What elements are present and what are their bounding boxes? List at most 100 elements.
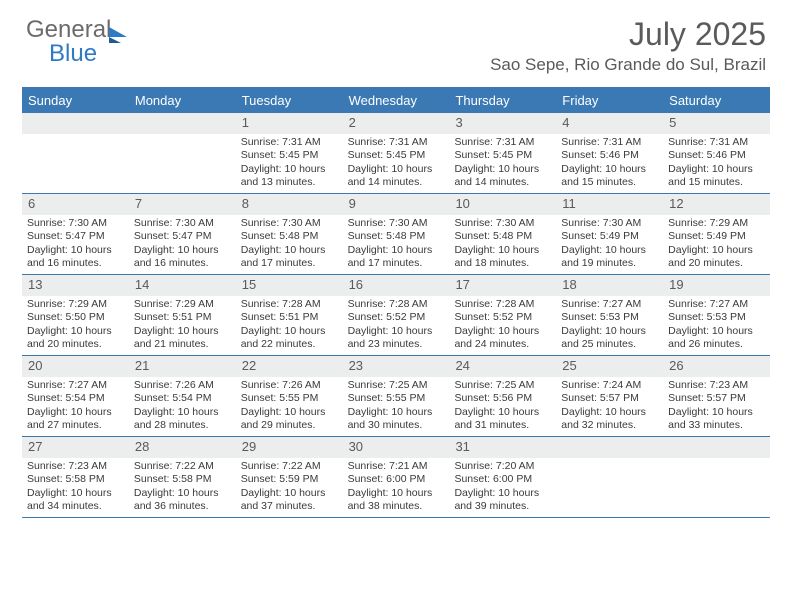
week-row: 6Sunrise: 7:30 AMSunset: 5:47 PMDaylight… [22, 194, 770, 275]
day-details: Sunrise: 7:30 AMSunset: 5:49 PMDaylight:… [556, 215, 663, 274]
sunrise-line: Sunrise: 7:25 AM [454, 379, 551, 392]
day-cell: 18Sunrise: 7:27 AMSunset: 5:53 PMDayligh… [556, 275, 663, 355]
daylight-line: Daylight: 10 hours and 26 minutes. [668, 325, 765, 351]
day-number: 19 [663, 275, 770, 296]
sunrise-line: Sunrise: 7:30 AM [561, 217, 658, 230]
day-details: Sunrise: 7:27 AMSunset: 5:53 PMDaylight:… [556, 296, 663, 355]
sunset-line: Sunset: 5:53 PM [668, 311, 765, 324]
day-details: Sunrise: 7:31 AMSunset: 5:45 PMDaylight:… [449, 134, 556, 193]
day-cell: 27Sunrise: 7:23 AMSunset: 5:58 PMDayligh… [22, 437, 129, 517]
daylight-line: Daylight: 10 hours and 17 minutes. [241, 244, 338, 270]
sunrise-line: Sunrise: 7:29 AM [668, 217, 765, 230]
daylight-line: Daylight: 10 hours and 20 minutes. [27, 325, 124, 351]
sunset-line: Sunset: 5:46 PM [668, 149, 765, 162]
day-cell: 1Sunrise: 7:31 AMSunset: 5:45 PMDaylight… [236, 113, 343, 193]
sunrise-line: Sunrise: 7:31 AM [348, 136, 445, 149]
sunset-line: Sunset: 5:49 PM [668, 230, 765, 243]
daylight-line: Daylight: 10 hours and 13 minutes. [241, 163, 338, 189]
sunset-line: Sunset: 5:53 PM [561, 311, 658, 324]
sunset-line: Sunset: 5:56 PM [454, 392, 551, 405]
daylight-line: Daylight: 10 hours and 20 minutes. [668, 244, 765, 270]
weekday-header: Tuesday [236, 89, 343, 113]
day-cell: 4Sunrise: 7:31 AMSunset: 5:46 PMDaylight… [556, 113, 663, 193]
sunset-line: Sunset: 5:45 PM [454, 149, 551, 162]
daylight-line: Daylight: 10 hours and 14 minutes. [454, 163, 551, 189]
day-number: 8 [236, 194, 343, 215]
day-details: Sunrise: 7:23 AMSunset: 5:57 PMDaylight:… [663, 377, 770, 436]
day-details: Sunrise: 7:28 AMSunset: 5:52 PMDaylight:… [343, 296, 450, 355]
sunrise-line: Sunrise: 7:30 AM [241, 217, 338, 230]
day-cell: 25Sunrise: 7:24 AMSunset: 5:57 PMDayligh… [556, 356, 663, 436]
day-details: Sunrise: 7:25 AMSunset: 5:55 PMDaylight:… [343, 377, 450, 436]
brand-part2: Blue [49, 40, 97, 68]
daylight-line: Daylight: 10 hours and 23 minutes. [348, 325, 445, 351]
day-details: Sunrise: 7:30 AMSunset: 5:48 PMDaylight:… [449, 215, 556, 274]
day-details: Sunrise: 7:22 AMSunset: 5:58 PMDaylight:… [129, 458, 236, 517]
day-cell: 24Sunrise: 7:25 AMSunset: 5:56 PMDayligh… [449, 356, 556, 436]
day-details: Sunrise: 7:26 AMSunset: 5:54 PMDaylight:… [129, 377, 236, 436]
day-number: 15 [236, 275, 343, 296]
day-cell: 12Sunrise: 7:29 AMSunset: 5:49 PMDayligh… [663, 194, 770, 274]
day-details: Sunrise: 7:29 AMSunset: 5:51 PMDaylight:… [129, 296, 236, 355]
day-cell [129, 113, 236, 193]
daylight-line: Daylight: 10 hours and 15 minutes. [668, 163, 765, 189]
week-row: 1Sunrise: 7:31 AMSunset: 5:45 PMDaylight… [22, 113, 770, 194]
weekday-header: Saturday [663, 89, 770, 113]
daylight-line: Daylight: 10 hours and 29 minutes. [241, 406, 338, 432]
day-number: 27 [22, 437, 129, 458]
day-cell: 26Sunrise: 7:23 AMSunset: 5:57 PMDayligh… [663, 356, 770, 436]
daylight-line: Daylight: 10 hours and 36 minutes. [134, 487, 231, 513]
sunrise-line: Sunrise: 7:31 AM [454, 136, 551, 149]
daylight-line: Daylight: 10 hours and 31 minutes. [454, 406, 551, 432]
sunset-line: Sunset: 5:48 PM [241, 230, 338, 243]
daylight-line: Daylight: 10 hours and 16 minutes. [134, 244, 231, 270]
day-number: 20 [22, 356, 129, 377]
weekday-header: Wednesday [343, 89, 450, 113]
day-details: Sunrise: 7:24 AMSunset: 5:57 PMDaylight:… [556, 377, 663, 436]
day-number: 7 [129, 194, 236, 215]
day-number [556, 437, 663, 458]
day-details: Sunrise: 7:31 AMSunset: 5:45 PMDaylight:… [236, 134, 343, 193]
day-cell [663, 437, 770, 517]
daylight-line: Daylight: 10 hours and 16 minutes. [27, 244, 124, 270]
day-number: 14 [129, 275, 236, 296]
day-number: 1 [236, 113, 343, 134]
sunrise-line: Sunrise: 7:27 AM [561, 298, 658, 311]
day-cell: 15Sunrise: 7:28 AMSunset: 5:51 PMDayligh… [236, 275, 343, 355]
daylight-line: Daylight: 10 hours and 25 minutes. [561, 325, 658, 351]
day-number: 18 [556, 275, 663, 296]
day-number: 6 [22, 194, 129, 215]
sunrise-line: Sunrise: 7:23 AM [668, 379, 765, 392]
sunrise-line: Sunrise: 7:29 AM [134, 298, 231, 311]
day-details: Sunrise: 7:20 AMSunset: 6:00 PMDaylight:… [449, 458, 556, 517]
weekday-header: Thursday [449, 89, 556, 113]
daylight-line: Daylight: 10 hours and 27 minutes. [27, 406, 124, 432]
sunrise-line: Sunrise: 7:25 AM [348, 379, 445, 392]
brand-triangle-icon [109, 27, 127, 37]
day-details: Sunrise: 7:23 AMSunset: 5:58 PMDaylight:… [22, 458, 129, 517]
day-cell: 22Sunrise: 7:26 AMSunset: 5:55 PMDayligh… [236, 356, 343, 436]
sunrise-line: Sunrise: 7:22 AM [241, 460, 338, 473]
day-number: 30 [343, 437, 450, 458]
sunset-line: Sunset: 6:00 PM [348, 473, 445, 486]
sunset-line: Sunset: 5:52 PM [454, 311, 551, 324]
day-cell: 19Sunrise: 7:27 AMSunset: 5:53 PMDayligh… [663, 275, 770, 355]
sunrise-line: Sunrise: 7:22 AM [134, 460, 231, 473]
day-cell: 3Sunrise: 7:31 AMSunset: 5:45 PMDaylight… [449, 113, 556, 193]
day-cell: 29Sunrise: 7:22 AMSunset: 5:59 PMDayligh… [236, 437, 343, 517]
sunrise-line: Sunrise: 7:26 AM [241, 379, 338, 392]
day-number: 26 [663, 356, 770, 377]
sunset-line: Sunset: 5:45 PM [348, 149, 445, 162]
day-number: 10 [449, 194, 556, 215]
day-details: Sunrise: 7:29 AMSunset: 5:50 PMDaylight:… [22, 296, 129, 355]
day-details: Sunrise: 7:22 AMSunset: 5:59 PMDaylight:… [236, 458, 343, 517]
daylight-line: Daylight: 10 hours and 18 minutes. [454, 244, 551, 270]
sunset-line: Sunset: 5:55 PM [241, 392, 338, 405]
day-details: Sunrise: 7:28 AMSunset: 5:52 PMDaylight:… [449, 296, 556, 355]
day-details: Sunrise: 7:29 AMSunset: 5:49 PMDaylight:… [663, 215, 770, 274]
day-cell: 9Sunrise: 7:30 AMSunset: 5:48 PMDaylight… [343, 194, 450, 274]
sunrise-line: Sunrise: 7:30 AM [27, 217, 124, 230]
sunset-line: Sunset: 5:57 PM [668, 392, 765, 405]
sunrise-line: Sunrise: 7:28 AM [241, 298, 338, 311]
sunset-line: Sunset: 5:49 PM [561, 230, 658, 243]
